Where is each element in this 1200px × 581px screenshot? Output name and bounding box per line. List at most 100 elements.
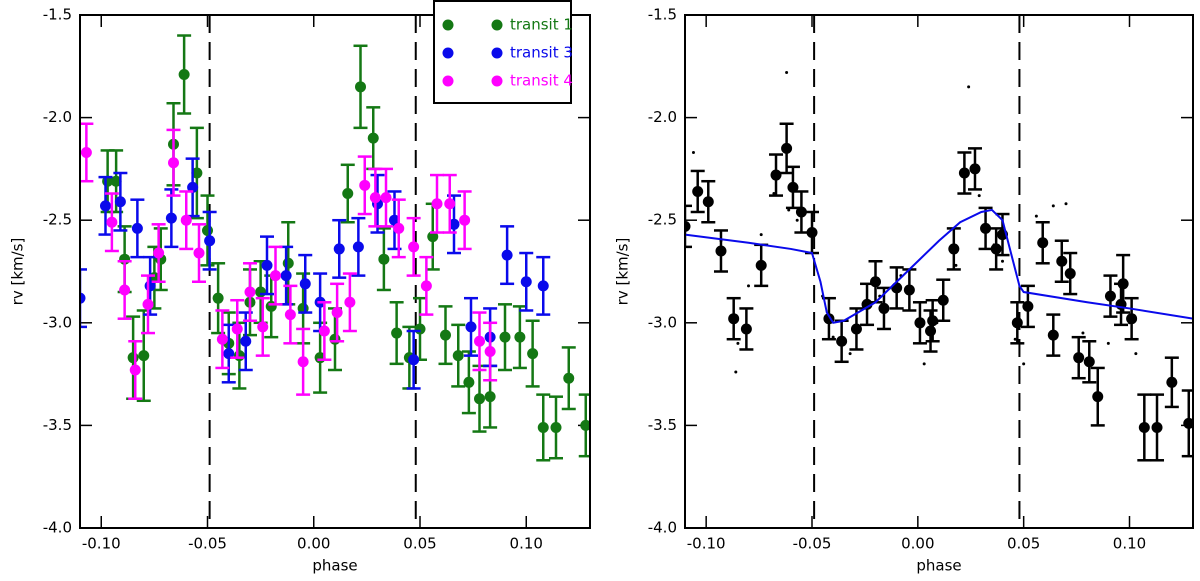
point <box>937 294 949 306</box>
point <box>514 331 526 343</box>
y-tick-label: -3.5 <box>648 416 677 434</box>
point <box>520 276 532 288</box>
point <box>212 292 224 304</box>
point <box>378 253 390 265</box>
point <box>692 185 704 197</box>
point <box>836 335 848 347</box>
raw-point <box>736 341 740 345</box>
point <box>240 335 252 347</box>
point <box>257 321 269 333</box>
point <box>914 317 926 329</box>
point <box>165 212 177 224</box>
point <box>282 257 294 269</box>
point <box>114 196 126 208</box>
point <box>969 163 981 175</box>
raw-point <box>967 85 971 89</box>
point <box>1151 421 1163 433</box>
point <box>580 419 590 431</box>
point <box>1056 255 1068 267</box>
point <box>420 280 432 292</box>
raw-point <box>954 263 958 267</box>
legend-marker <box>491 75 503 87</box>
point <box>878 302 890 314</box>
point <box>795 206 807 218</box>
point <box>331 307 343 319</box>
point <box>448 218 460 230</box>
point <box>202 224 213 236</box>
point <box>80 292 86 304</box>
point <box>980 222 992 234</box>
point <box>925 325 937 337</box>
x-tick-label: 0.00 <box>901 535 934 553</box>
point <box>255 286 267 298</box>
point <box>459 214 471 226</box>
raw-point <box>1022 362 1026 366</box>
point <box>484 391 496 403</box>
x-tick-label: -0.05 <box>188 535 227 553</box>
point <box>806 227 818 239</box>
point <box>142 298 154 310</box>
point <box>110 175 122 187</box>
x-tick-label: 0.05 <box>403 535 436 553</box>
point <box>527 348 539 360</box>
raw-point <box>1106 341 1110 345</box>
point <box>380 192 392 204</box>
raw-point <box>759 233 763 237</box>
raw-point <box>1064 202 1068 206</box>
y-tick-label: -2.0 <box>43 108 72 126</box>
point <box>474 335 485 347</box>
point <box>927 315 939 327</box>
point <box>216 333 228 345</box>
point <box>297 356 309 368</box>
point <box>352 241 364 253</box>
point <box>474 393 485 405</box>
point <box>193 247 205 259</box>
legend-box <box>433 0 572 104</box>
point <box>129 364 141 376</box>
point <box>178 69 190 81</box>
y-tick-label: -4.0 <box>43 519 72 537</box>
point <box>850 323 862 335</box>
x-tick-label: 0.10 <box>1113 535 1146 553</box>
point <box>452 350 464 362</box>
point <box>891 282 903 294</box>
point <box>740 323 752 335</box>
point <box>333 243 345 255</box>
plot-frame <box>79 14 591 529</box>
raw-point <box>848 352 852 356</box>
point <box>948 243 960 255</box>
y-tick-label: -2.5 <box>43 211 72 229</box>
raw-point <box>922 362 926 366</box>
point <box>204 235 216 247</box>
raw-point <box>1081 331 1085 335</box>
raw-point <box>795 218 799 222</box>
y-tick-label: -3.0 <box>648 313 677 331</box>
y-axis-label: rv [km/s] <box>614 238 632 306</box>
point <box>261 259 273 271</box>
point <box>715 245 727 257</box>
point <box>355 81 366 93</box>
point <box>484 346 496 358</box>
legend-marker <box>491 47 503 59</box>
point <box>550 421 562 433</box>
point <box>367 132 379 144</box>
point <box>414 323 426 335</box>
point <box>1126 313 1138 325</box>
raw-point <box>831 335 835 339</box>
point <box>781 142 793 154</box>
point <box>499 331 511 343</box>
legend-marker <box>442 19 454 31</box>
point <box>119 284 131 296</box>
point <box>563 372 575 384</box>
point <box>755 259 767 271</box>
point <box>537 421 549 433</box>
x-tick-label: -0.05 <box>793 535 832 553</box>
point <box>329 333 341 345</box>
point <box>191 167 203 179</box>
point <box>318 325 330 337</box>
point <box>465 321 477 333</box>
point <box>1064 268 1076 280</box>
point <box>1117 278 1129 290</box>
raw-point <box>1013 337 1017 341</box>
